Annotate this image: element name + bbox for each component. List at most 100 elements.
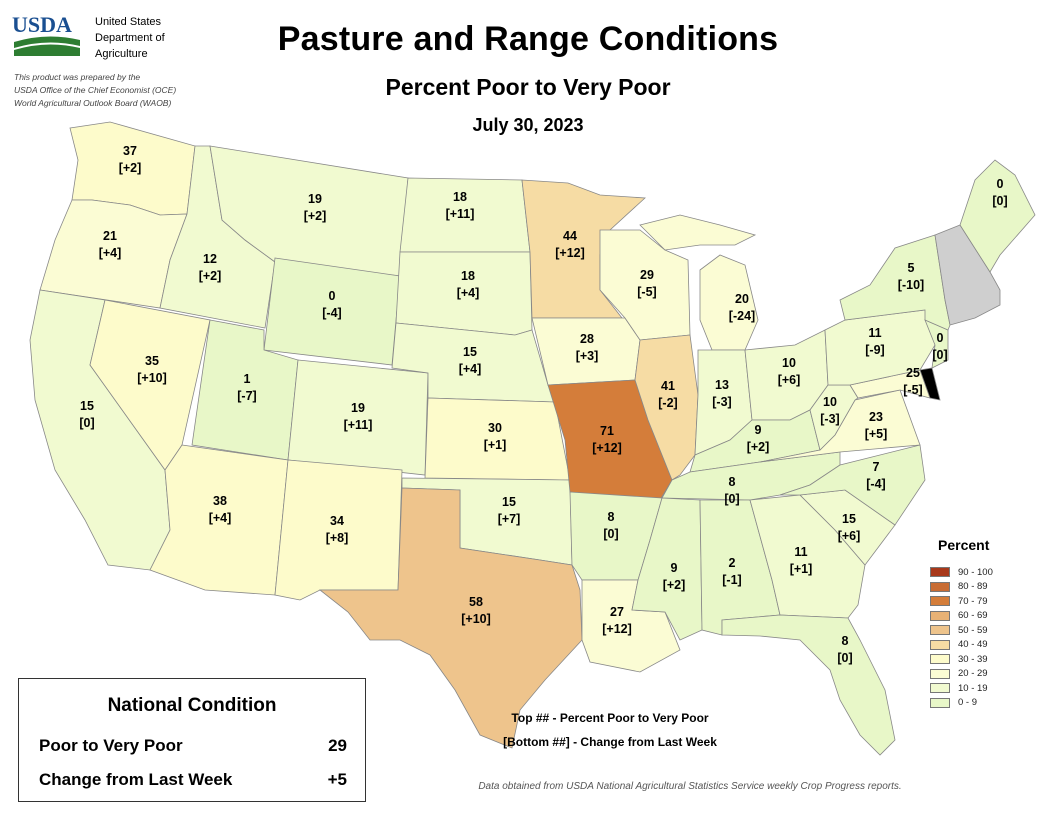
state-value-AL: 2 (729, 556, 736, 570)
source-note: Data obtained from USDA National Agricul… (478, 781, 902, 792)
legend-swatch (930, 683, 950, 694)
national-row-change: Change from Last Week +5 (39, 770, 347, 790)
national-row-poor: Poor to Very Poor 29 (39, 736, 347, 756)
legend-swatch (930, 581, 950, 592)
state-change-WI: [-5] (637, 285, 656, 299)
key-bottom: [Bottom ##] - Change from Last Week (503, 735, 717, 749)
state-change-AR: [0] (603, 527, 618, 541)
state-change-UT: [-7] (237, 389, 256, 403)
state-value-CO: 19 (351, 401, 365, 415)
state-change-MD: [-5] (903, 383, 922, 397)
state-change-KS: [+1] (484, 438, 507, 452)
state-value-NM: 34 (330, 514, 344, 528)
state-change-NC: [-4] (866, 477, 885, 491)
state-change-MS: [+2] (663, 578, 686, 592)
state-change-OK: [+7] (498, 512, 521, 526)
state-value-MT: 19 (308, 192, 322, 206)
state-change-IN: [-3] (712, 395, 731, 409)
state-change-MN: [+12] (555, 246, 585, 260)
state-change-FL: [0] (837, 651, 852, 665)
legend-item: 90 - 100 (930, 565, 993, 580)
legend-title: Percent (938, 537, 990, 553)
state-value-SC: 15 (842, 512, 856, 526)
state-change-OR: [+4] (99, 246, 122, 260)
state-change-NV: [+10] (137, 371, 167, 385)
legend-swatch (930, 610, 950, 621)
state-change-KY: [+2] (747, 440, 770, 454)
state-change-NE: [+4] (459, 362, 482, 376)
state-MI (699, 254, 759, 351)
state-ME (959, 159, 1036, 273)
state-value-NE: 15 (463, 345, 477, 359)
state-value-ID: 12 (203, 252, 217, 266)
state-value-KS: 30 (488, 421, 502, 435)
state-value-OR: 21 (103, 229, 117, 243)
state-value-MN: 44 (563, 229, 577, 243)
state-value-MS: 9 (671, 561, 678, 575)
state-MI-upper (639, 214, 757, 251)
state-value-AZ: 38 (213, 494, 227, 508)
state-change-LA: [+12] (602, 622, 632, 636)
state-change-ME: [0] (992, 194, 1007, 208)
national-value: 29 (328, 736, 347, 755)
legend-swatch (930, 668, 950, 679)
legend-item: 60 - 69 (930, 609, 993, 624)
state-value-NC: 7 (873, 460, 880, 474)
state-IL (634, 334, 699, 481)
state-change-WA: [+2] (119, 161, 142, 175)
state-value-GA: 11 (794, 545, 807, 559)
legend-item: 10 - 19 (930, 681, 993, 696)
legend-item: 30 - 39 (930, 652, 993, 667)
state-value-NV: 35 (145, 354, 159, 368)
state-change-PA: [-9] (865, 343, 884, 357)
state-FL (721, 614, 896, 756)
state-value-AR: 8 (608, 510, 615, 524)
map-title: Pasture and Range Conditions (277, 20, 779, 58)
state-NM (274, 459, 403, 601)
state-value-OK: 15 (502, 495, 516, 509)
state-value-VA: 23 (869, 410, 883, 424)
state-change-WV: [-3] (820, 412, 839, 426)
state-change-AL: [-1] (722, 573, 741, 587)
state-change-IA: [+3] (576, 349, 599, 363)
state-value-WI: 29 (640, 268, 654, 282)
state-value-PA: 11 (868, 326, 881, 340)
state-change-NY: [-10] (898, 278, 924, 292)
state-value-MD: 25 (906, 366, 920, 380)
national-condition-box: National Condition Poor to Very Poor 29 … (18, 678, 366, 802)
state-change-IL: [-2] (658, 396, 677, 410)
legend-label: 20 - 29 (958, 668, 988, 680)
national-title: National Condition (107, 695, 277, 716)
legend-item: 50 - 59 (930, 623, 993, 638)
map-subtitle: Percent Poor to Very Poor (385, 74, 671, 100)
state-change-SC: [+6] (838, 529, 861, 543)
legend-label: 70 - 79 (958, 595, 988, 607)
legend-label: 30 - 39 (958, 653, 988, 665)
state-value-WA: 37 (123, 144, 137, 158)
legend-swatch (930, 654, 950, 665)
legend-item: 0 - 9 (930, 696, 993, 711)
state-TX (318, 487, 583, 749)
state-change-GA: [+1] (790, 562, 813, 576)
legend-item: 70 - 79 (930, 594, 993, 609)
legend-label: 80 - 89 (958, 581, 988, 593)
state-change-AZ: [+4] (209, 511, 232, 525)
state-value-MI: 20 (735, 292, 749, 306)
state-value-ND: 18 (453, 190, 467, 204)
state-value-LA: 27 (610, 605, 624, 619)
state-change-OH: [+6] (778, 373, 801, 387)
state-DE (919, 367, 941, 401)
state-value-TX: 58 (469, 595, 483, 609)
state-change-SD: [+4] (457, 286, 480, 300)
national-label: Change from Last Week (39, 770, 233, 789)
state-change-NJ: [0] (932, 348, 947, 362)
state-change-VA: [+5] (865, 427, 888, 441)
legend-item: 40 - 49 (930, 638, 993, 653)
state-value-NJ: 0 (937, 331, 944, 345)
state-value-WY: 0 (329, 289, 336, 303)
state-change-ND: [+11] (446, 207, 475, 221)
state-value-MO: 71 (600, 424, 614, 438)
state-value-IA: 28 (580, 332, 594, 346)
state-change-NM: [+8] (326, 531, 349, 545)
